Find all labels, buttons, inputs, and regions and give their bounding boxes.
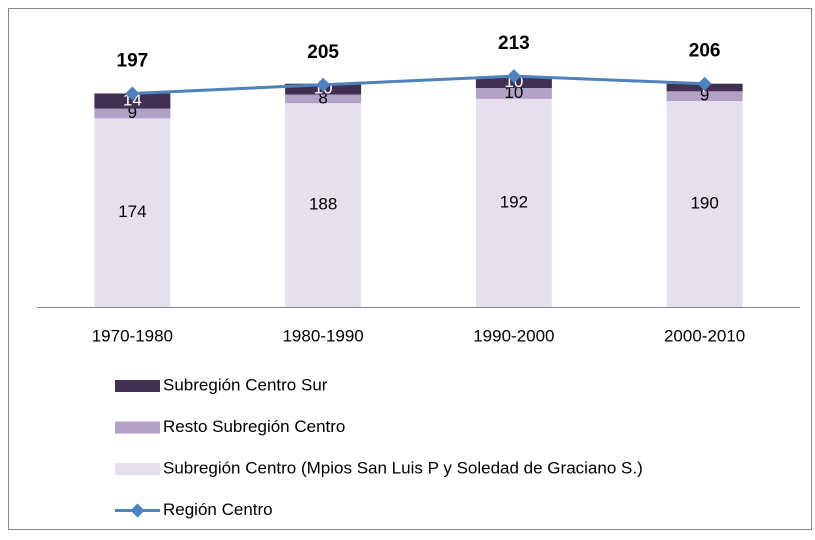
data-label: 9 [128, 103, 137, 122]
data-label: 192 [500, 192, 528, 211]
data-label: 213 [498, 33, 530, 54]
x-tick-label: 1970-1980 [92, 326, 173, 345]
legend-label: Región Centro [163, 500, 273, 519]
bar-segment [666, 91, 743, 102]
bar-segment [475, 98, 552, 307]
marker [125, 86, 140, 101]
legend-label: Resto Subregión Centro [163, 417, 345, 436]
legend-swatch [115, 463, 160, 475]
bar-segment [285, 94, 362, 104]
data-label: 8 [318, 88, 327, 107]
x-tick-label: 1990-2000 [473, 326, 554, 345]
data-label: 197 [117, 50, 149, 71]
legend-swatch [115, 380, 160, 392]
marker [316, 77, 331, 92]
bar-segment [666, 101, 743, 307]
bar-segment [94, 108, 171, 119]
bar-segment [94, 93, 171, 109]
x-tick-label: 2000-2010 [664, 326, 745, 345]
bar-segment [94, 118, 171, 307]
legend-marker [130, 503, 145, 518]
legend-label: Subregión Centro (Mpios San Luis P y Sol… [163, 458, 643, 477]
data-label: 205 [307, 42, 339, 63]
legend-swatch [115, 421, 160, 434]
data-label: 188 [309, 195, 337, 214]
data-label: 190 [690, 194, 718, 213]
line [132, 74, 705, 95]
legend-label: Subregión Centro Sur [163, 375, 328, 394]
bar-segment [475, 88, 552, 99]
bar-segment [285, 103, 362, 307]
x-tick-label: 1980-1990 [282, 326, 363, 345]
data-label: 9 [700, 86, 709, 105]
marker [697, 76, 712, 91]
data-label: 174 [118, 202, 146, 221]
marker [506, 69, 521, 84]
data-label: 206 [689, 41, 721, 62]
